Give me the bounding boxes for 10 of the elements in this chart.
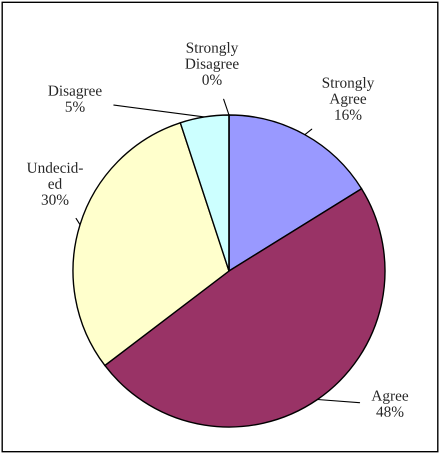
slice-label: Agree (371, 390, 408, 404)
slice-label: Undecid- ed (26, 162, 83, 189)
data-label: 48% (376, 406, 404, 417)
slice-label: Disagree (48, 86, 102, 99)
text: 0% (202, 74, 222, 85)
data-label: 16% (335, 110, 362, 120)
data-label: 5% (66, 102, 85, 112)
slice-label: Strongly Agree (322, 77, 374, 107)
category-label: Strongly Disagree (185, 42, 239, 72)
data-label: 30% (42, 194, 68, 205)
